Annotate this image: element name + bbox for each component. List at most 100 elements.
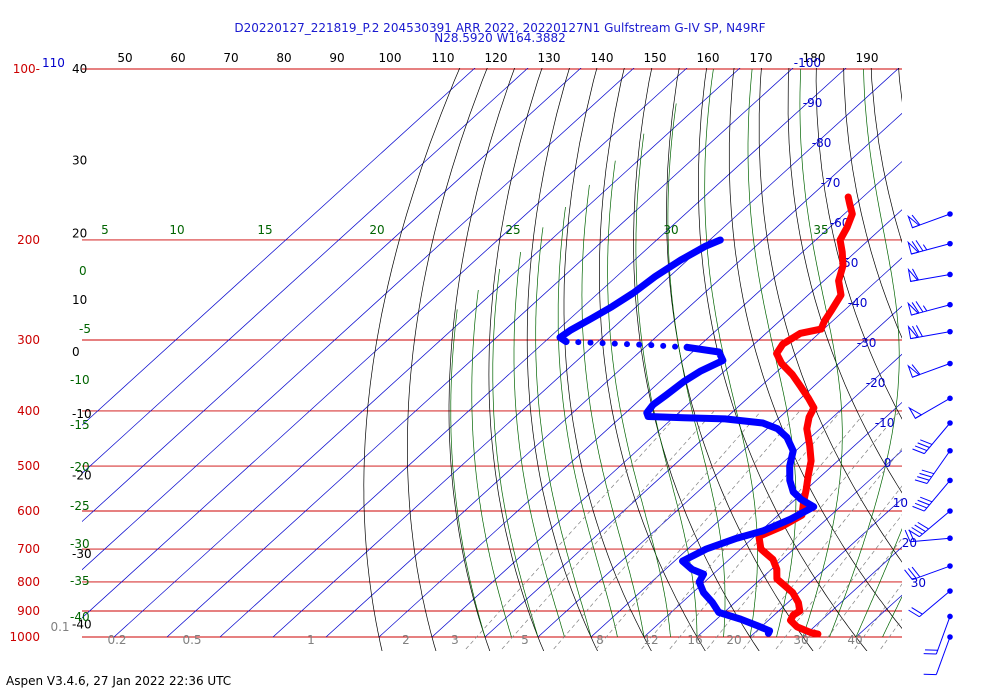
top-scale-label: 80 [276,51,291,65]
isotherm-label: -10 [875,416,895,430]
wind-barb-shaft [926,450,951,484]
pressure-label: 400 [17,404,40,418]
moist-adiabat-label-left: -25 [70,499,90,513]
top-scale-label: 50 [117,51,132,65]
wind-barb-flag [907,301,920,316]
wind-barb-feather [921,469,935,475]
top-scale-label: 150 [644,51,667,65]
dewpoint-profile-dot [575,339,582,346]
wind-barb-feather [912,505,925,512]
pressure-label: 700 [17,542,40,556]
mixing-ratio-line [799,514,902,650]
dry-adiabat-line [599,68,706,651]
dewpoint-profile-dot [624,341,630,348]
wind-barb-feather [917,476,930,481]
pressure-label: 200 [17,233,40,247]
mixing-ratio-line [818,537,902,650]
pressure-label: 100- [13,62,40,76]
altitude-label: 30 [72,154,87,168]
mixing-ratio-line [669,410,867,650]
wind-barb-feather [911,527,923,535]
top-scale-label: 170 [750,51,773,65]
dry-adiabat-line [870,68,902,244]
dry-adiabat-line [950,43,1000,656]
moist-adiabat-line [909,69,1000,637]
mixing-ratio-label: 8 [596,633,604,647]
wind-barb-feather [908,529,915,542]
wind-barb-feather [912,448,925,455]
wind-barbs-layer [904,211,953,676]
pressure-label: 1000 [9,630,40,644]
wind-barb-shaft [923,480,951,512]
isotherm-line [909,43,1000,637]
mixing-ratio-label: 30 [793,633,808,647]
mixing-ratio-label: 0.2 [107,633,126,647]
moist-adiabat-label: 10 [169,223,184,237]
moist-adiabat-line [450,309,486,638]
wind-barb-feather [912,325,919,338]
moist-adiabat-line [747,68,797,638]
altitude-label: 10 [72,293,87,307]
dewpoint-profile-line [643,343,818,637]
isotherm-line [82,68,688,619]
top-scale-label: 160 [697,51,720,65]
wind-barb-feather [907,568,917,579]
isotherm-label: 10 [893,496,908,510]
wind-barb-feather [908,609,920,618]
dewpoint-profile-dot [684,344,691,351]
top-scale-label: 120 [485,51,508,65]
pressure-label: 500 [17,459,40,473]
wind-barb-feather [911,566,921,578]
moist-adiabat-line [471,289,512,638]
wind-barb [907,301,953,316]
dry-adiabat-line [728,68,902,629]
mixing-ratio-label: 1 [307,633,315,647]
pressure-label: 800 [17,575,40,589]
altitude-label: -40 [72,617,92,631]
isotherm-label: -40 [848,296,868,310]
isotherm-line [82,68,582,523]
isotherm-label: 0 [884,456,892,470]
wind-barb [923,613,953,655]
moist-adiabat-line [535,227,592,638]
moist-adiabat-line [882,595,902,638]
isotherm-line [272,68,900,638]
dewpoint-profile-dot [672,343,679,350]
top-scale-label: 140 [591,51,614,65]
mixing-ratio-line [553,410,762,650]
mixing-ratio-label: 0.1 [50,620,69,634]
top-scale-label: 70 [223,51,238,65]
moist-adiabat-line [799,68,843,638]
wind-barb [923,634,953,676]
wind-barb-flag [907,364,920,378]
dry-adiabat-line [666,68,814,651]
wind-barb-shaft [910,537,951,543]
moist-adiabat-label-left: -35 [70,574,90,588]
mixing-ratio-line [595,410,800,650]
dewpoint-profile-dot [611,340,618,347]
moist-adiabat-line [855,528,902,638]
dry-adiabat-line [448,68,516,651]
wind-barb-shaft [935,636,951,675]
wind-barb-shaft [923,422,951,454]
wind-barb-feather [914,479,928,484]
moist-adiabat-line [581,184,645,638]
isotherm-line [749,498,902,638]
isotherm-line [82,68,529,474]
footer-version: Aspen V3.4.6, 27 Jan 2022 22:36 UTC [6,674,232,688]
wind-barb-half-feather [922,244,928,251]
moist-adiabat-label-left: -20 [70,460,90,474]
altitude-label: 0 [72,345,80,359]
isotherm-line [219,68,847,638]
dewpoint-profile-dot [660,342,667,349]
wind-barb-feather [904,529,911,542]
mixing-ratio-line [775,485,902,650]
wind-barb [907,325,953,340]
moist-adiabat-label-left: -5 [79,322,91,336]
dry-adiabat-line [563,68,652,651]
wind-barb [904,563,953,581]
isotherm-line [431,209,902,638]
mixing-ratio-label: 40 [847,633,862,647]
altitude-label: -30 [72,547,92,561]
